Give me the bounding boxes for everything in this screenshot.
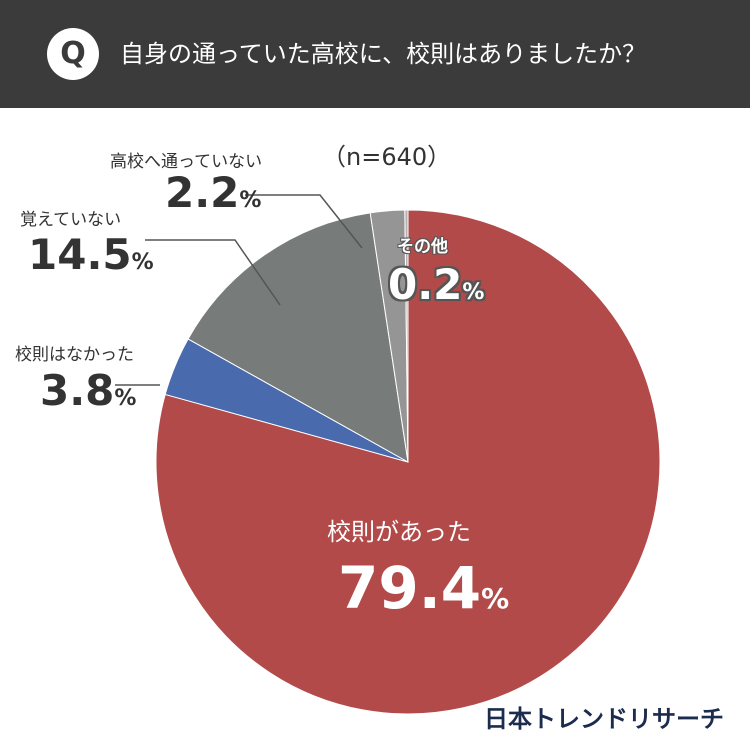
pie-slice-4: [404, 209, 409, 463]
question-header: Q 自身の通っていた高校に、校則はありましたか？: [0, 0, 750, 108]
value-dont-remember: 14.5%: [28, 232, 154, 286]
value-number: 2.2: [165, 168, 240, 217]
value-number: 3.8: [40, 366, 115, 415]
value-no-rules: 3.8%: [40, 368, 136, 422]
label-had-rules: 校則があった: [327, 512, 471, 547]
value-unit: %: [239, 188, 262, 213]
value-number: 0.2: [388, 260, 463, 309]
label-name: 高校へ通っていない: [110, 152, 263, 172]
label-no-high-school: 高校へ通っていない: [110, 147, 262, 172]
q-badge: Q: [47, 28, 99, 80]
value-no-high-school: 2.2%: [165, 170, 261, 224]
label-other: その他: [397, 232, 448, 257]
question-text: 自身の通っていた高校に、校則はありましたか？: [120, 40, 647, 68]
value-other: 0.2%: [388, 262, 484, 316]
value-unit: %: [462, 280, 485, 305]
label-no-rules: 校則はなかった: [15, 340, 134, 365]
label-name: 校則があった: [327, 518, 471, 546]
value-unit: %: [131, 250, 154, 275]
label-name: 覚えていない: [20, 210, 122, 230]
label-dont-remember: 覚えていない: [20, 205, 121, 230]
sample-size: （n=640）: [322, 143, 452, 171]
value-number: 14.5: [28, 230, 132, 279]
value-unit: %: [114, 386, 137, 411]
value-had-rules: 79.4%: [338, 556, 509, 631]
pie-slice-2: [187, 212, 409, 463]
label-name: その他: [397, 237, 448, 257]
value-number: 79.4: [338, 554, 482, 622]
label-name: 校則はなかった: [15, 345, 134, 365]
value-unit: %: [481, 582, 510, 615]
brand-logo: 日本トレンドリサーチ: [484, 705, 724, 733]
leader-line-no-high-school: [245, 194, 363, 249]
leader-line-dont-remember: [145, 239, 281, 306]
